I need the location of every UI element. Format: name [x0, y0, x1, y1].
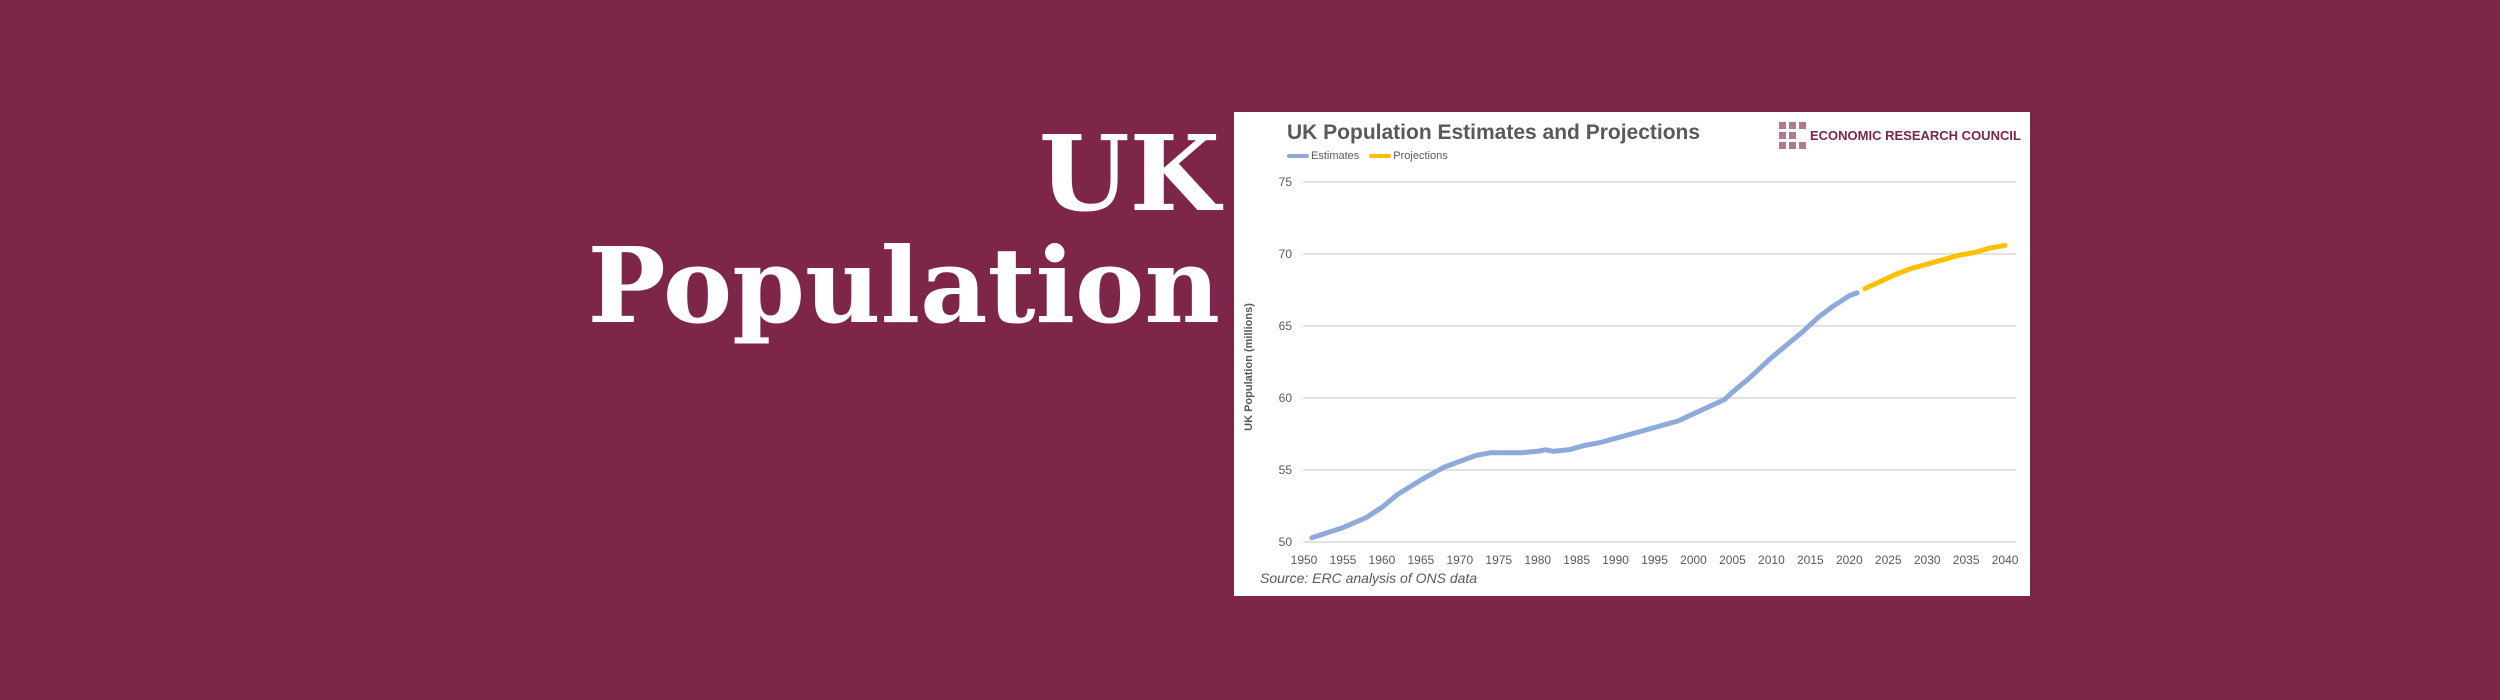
- chart-title: UK Population Estimates and Projections: [1287, 121, 1701, 144]
- x-tick-label: 2035: [1953, 553, 1980, 567]
- x-tick-label: 2010: [1758, 553, 1785, 567]
- chart-panel: 50 55 60 65 70 75 1950 1955 1960 1965 1970 1975 1980…: [1234, 112, 2030, 596]
- y-tick-label: 55: [1279, 463, 1293, 477]
- x-tick-label: 2025: [1875, 553, 1902, 567]
- x-tick-label: 1960: [1369, 553, 1396, 567]
- x-tick-label: 2000: [1680, 553, 1707, 567]
- x-tick-label: 1965: [1407, 553, 1434, 567]
- x-tick-label: 2020: [1836, 553, 1863, 567]
- legend-item-estimates: Estimates: [1287, 150, 1359, 162]
- headline-line1: UK: [1038, 112, 1220, 235]
- legend-item-projections: Projections: [1369, 150, 1448, 162]
- y-tick-label: 50: [1279, 535, 1293, 549]
- x-tick-label: 1995: [1641, 553, 1668, 567]
- x-tick-label: 1980: [1524, 553, 1551, 567]
- x-tick-label: 1970: [1446, 553, 1473, 567]
- x-tick-label: 1985: [1563, 553, 1590, 567]
- brand-name: ECONOMIC RESEARCH COUNCIL: [1810, 128, 2021, 143]
- y-tick-label: 75: [1279, 175, 1293, 189]
- chart-legend: Estimates Projections: [1287, 150, 1448, 162]
- legend-label: Estimates: [1311, 150, 1360, 162]
- legend-swatch: [1287, 154, 1309, 158]
- chart-svg: 50 55 60 65 70 75 1950 1955 1960 1965 1970 1975 1980…: [1279, 175, 2019, 567]
- page-headline: UK Population: [587, 118, 1220, 342]
- x-tick-label: 1990: [1602, 553, 1629, 567]
- logo-grid-icon: [1779, 122, 1806, 149]
- series-line-projections: [1862, 242, 2008, 292]
- x-tick-label: 2030: [1914, 553, 1941, 567]
- legend-label: Projections: [1393, 150, 1448, 162]
- series-line-estimates: [1309, 290, 1860, 541]
- x-tick-label: 2015: [1797, 553, 1824, 567]
- brand-logo: ECONOMIC RESEARCH COUNCIL: [1779, 122, 2021, 149]
- y-tick-label: 65: [1279, 319, 1293, 333]
- y-tick-label: 70: [1279, 247, 1293, 261]
- source-note: Source: ERC analysis of ONS data: [1260, 570, 1478, 586]
- y-axis-label: UK Population (millions): [1243, 303, 1255, 431]
- legend-swatch: [1369, 154, 1392, 158]
- x-tick-label: 1950: [1291, 553, 1318, 567]
- x-tick-label: 2005: [1719, 553, 1746, 567]
- headline-line2: Population: [587, 224, 1220, 347]
- x-tick-label: 1955: [1330, 553, 1357, 567]
- y-tick-label: 60: [1279, 391, 1293, 405]
- x-tick-label: 2040: [1992, 553, 2019, 567]
- x-tick-label: 1975: [1485, 553, 1512, 567]
